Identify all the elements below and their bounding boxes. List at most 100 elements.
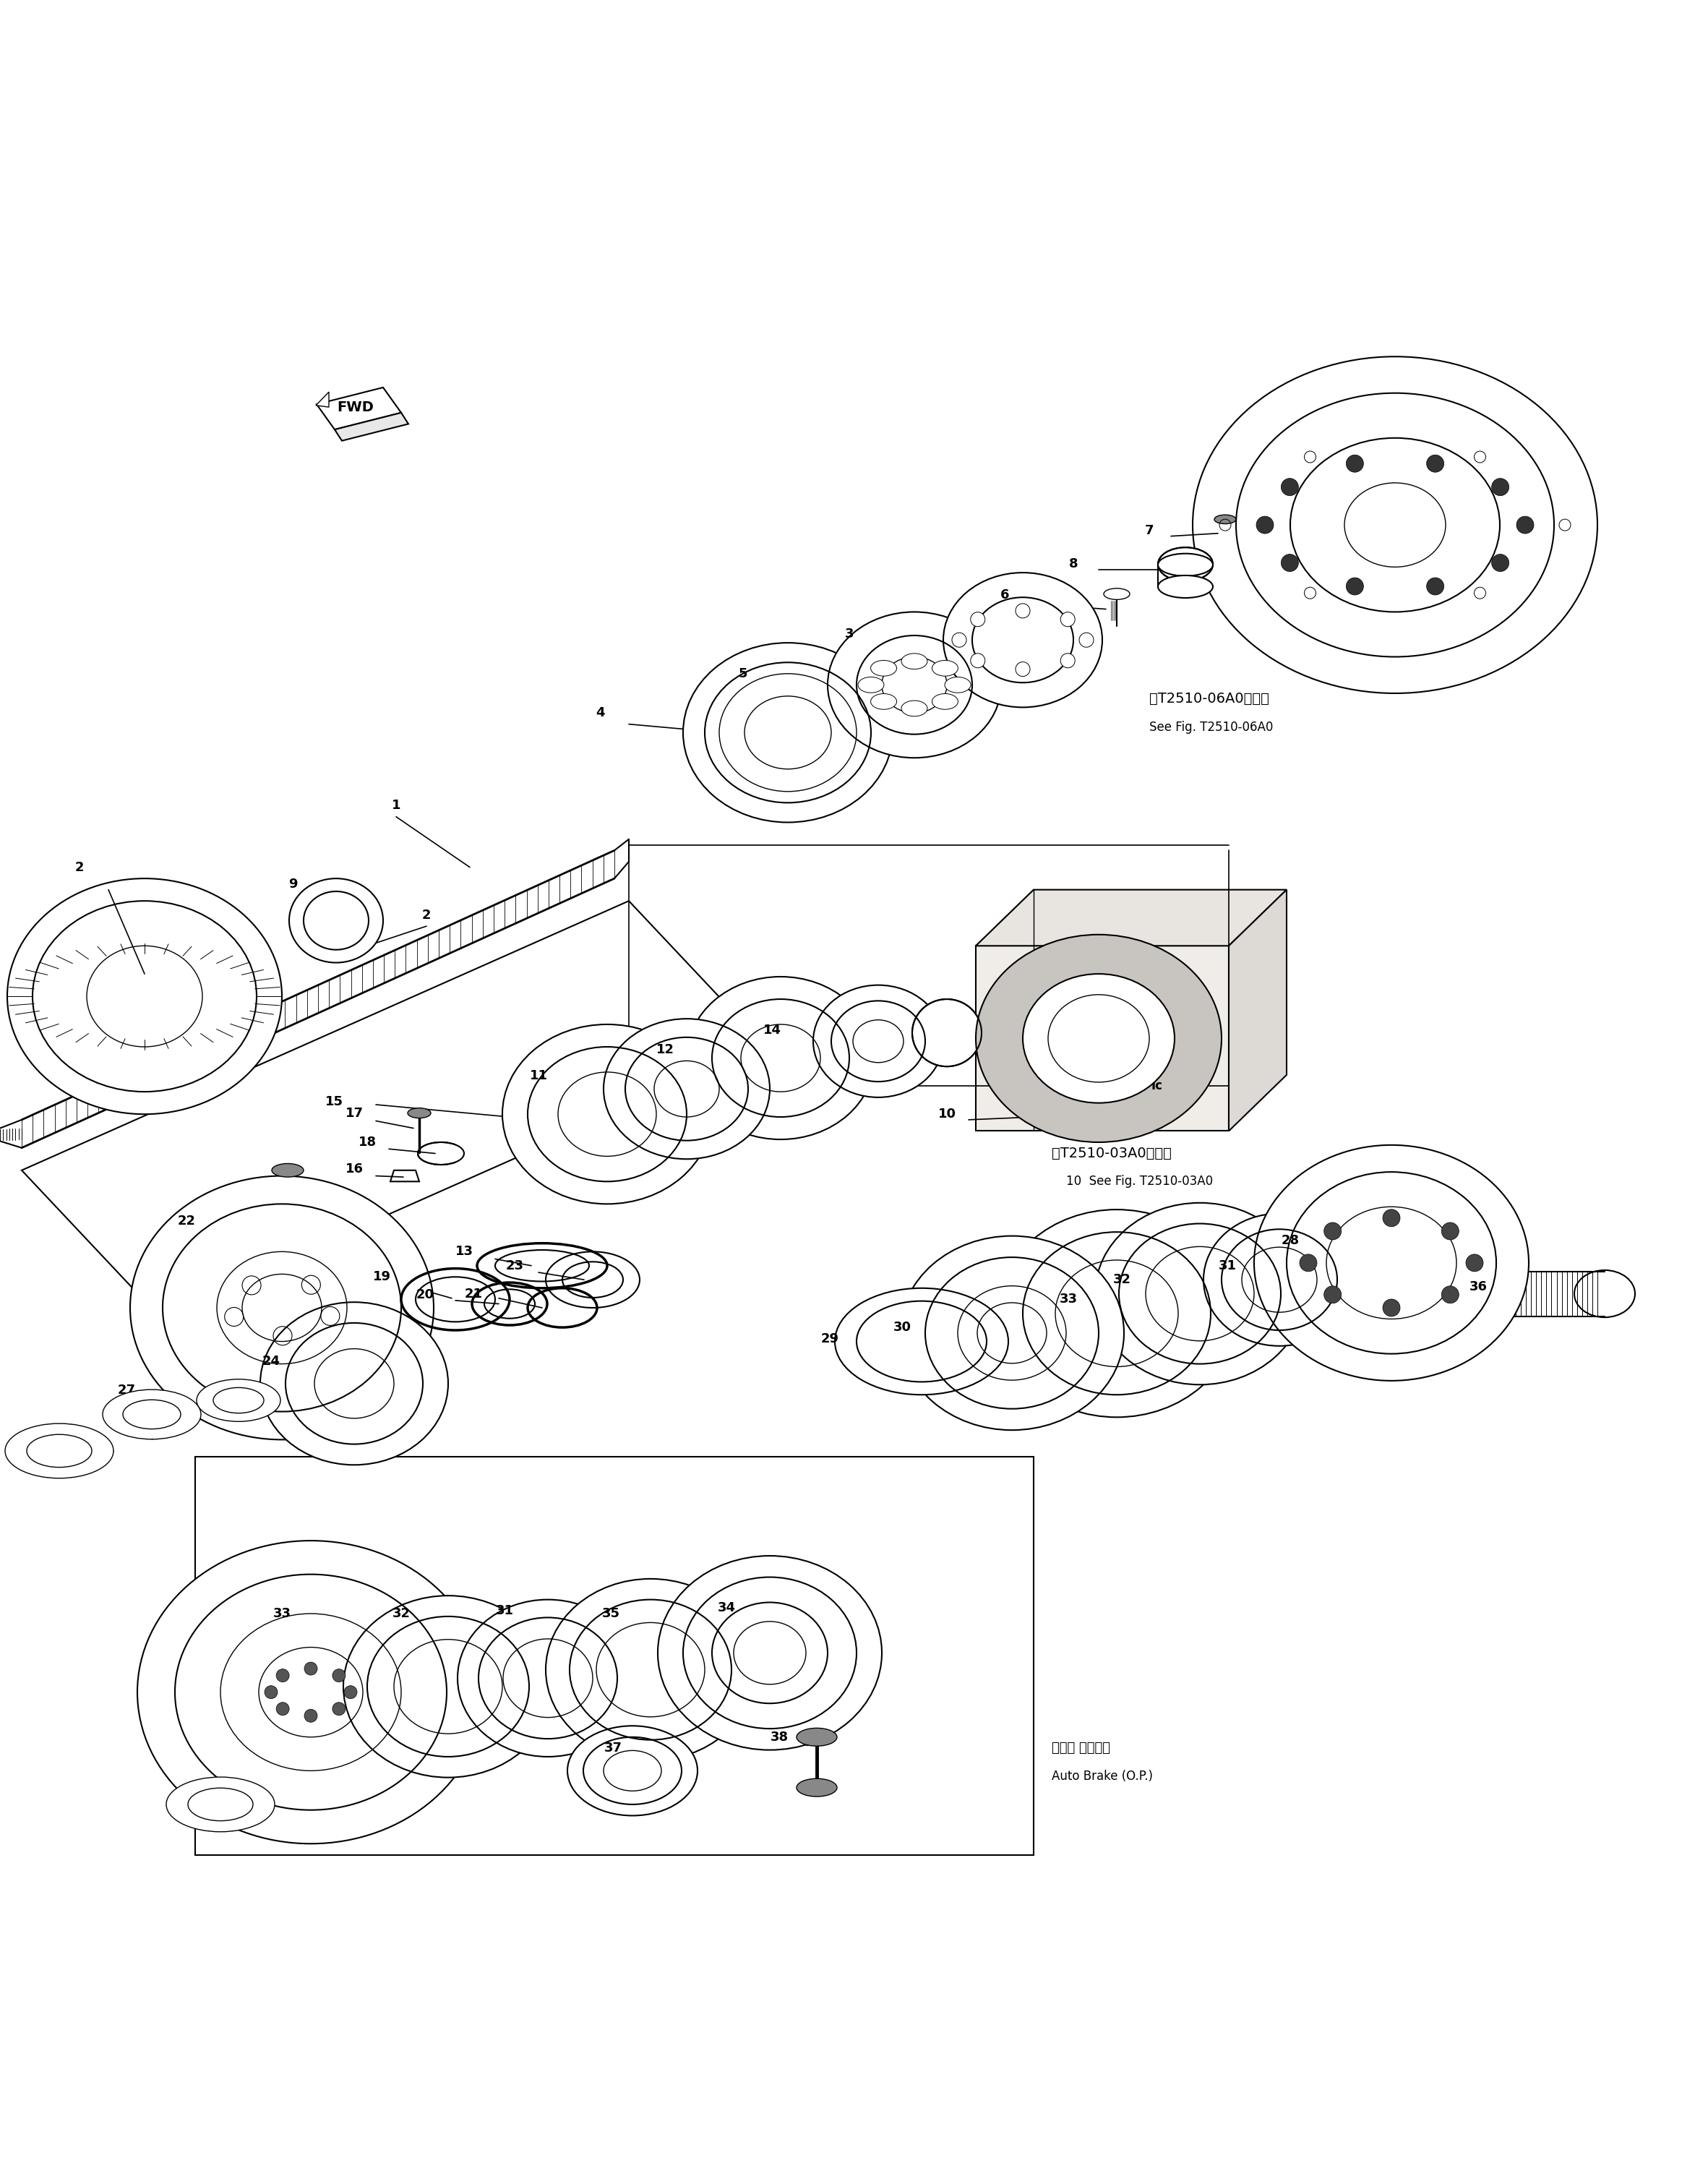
Ellipse shape (27, 1435, 92, 1468)
Text: 37: 37 (603, 1743, 622, 1754)
Ellipse shape (603, 1018, 770, 1160)
Ellipse shape (797, 1728, 837, 1745)
Circle shape (1427, 454, 1444, 472)
Text: 25: 25 (146, 1404, 164, 1417)
Ellipse shape (122, 1400, 181, 1428)
Text: 27: 27 (117, 1385, 136, 1398)
Text: 6: 6 (1000, 587, 1009, 601)
Text: 3: 3 (844, 627, 854, 640)
Text: 13: 13 (454, 1245, 473, 1258)
Ellipse shape (932, 695, 958, 710)
Ellipse shape (944, 572, 1102, 708)
Ellipse shape (683, 642, 893, 823)
Ellipse shape (214, 1387, 264, 1413)
Text: 21: 21 (464, 1286, 483, 1299)
Ellipse shape (408, 1107, 431, 1118)
Ellipse shape (1158, 548, 1214, 581)
Circle shape (305, 1710, 317, 1723)
Text: 16: 16 (346, 1162, 363, 1175)
Circle shape (264, 1686, 278, 1699)
Circle shape (1492, 555, 1509, 572)
Ellipse shape (1022, 974, 1175, 1103)
Ellipse shape (997, 1210, 1236, 1417)
Text: 31: 31 (1219, 1260, 1236, 1273)
Text: 2: 2 (75, 860, 85, 874)
Polygon shape (315, 391, 329, 406)
Circle shape (1427, 577, 1444, 594)
Polygon shape (976, 946, 1229, 1131)
Circle shape (1383, 1299, 1400, 1317)
Circle shape (1324, 1286, 1341, 1304)
Circle shape (332, 1669, 346, 1682)
Circle shape (1324, 1223, 1341, 1241)
Polygon shape (1229, 889, 1287, 1131)
Circle shape (1015, 603, 1031, 618)
Text: 15: 15 (325, 1096, 342, 1107)
Ellipse shape (1095, 1203, 1305, 1385)
Ellipse shape (546, 1579, 756, 1760)
Ellipse shape (502, 1024, 712, 1203)
Text: 17: 17 (346, 1107, 363, 1120)
Ellipse shape (932, 660, 958, 677)
Ellipse shape (900, 1236, 1124, 1431)
Ellipse shape (103, 1389, 202, 1439)
Text: 38: 38 (770, 1730, 788, 1743)
Ellipse shape (261, 1302, 447, 1465)
Text: 8: 8 (1070, 557, 1078, 570)
Text: See Fig. T2510-06A0: See Fig. T2510-06A0 (1149, 721, 1273, 734)
Ellipse shape (568, 1725, 698, 1815)
Text: 10  See Fig. T2510-03A0: 10 See Fig. T2510-03A0 (1066, 1175, 1214, 1188)
Text: 31: 31 (495, 1605, 514, 1618)
Circle shape (276, 1669, 290, 1682)
Text: Ic: Ic (1151, 1079, 1163, 1092)
Ellipse shape (1193, 356, 1597, 692)
Polygon shape (334, 413, 408, 441)
Circle shape (1281, 555, 1298, 572)
Text: 19: 19 (373, 1271, 390, 1284)
Ellipse shape (1158, 553, 1214, 577)
Text: 20: 20 (415, 1289, 434, 1302)
Ellipse shape (871, 695, 897, 710)
Circle shape (1517, 515, 1534, 533)
Ellipse shape (344, 1597, 553, 1778)
Circle shape (1061, 653, 1075, 668)
Text: 1: 1 (392, 799, 400, 812)
Circle shape (971, 612, 985, 627)
Circle shape (1346, 577, 1363, 594)
Ellipse shape (944, 677, 971, 692)
Text: 18: 18 (358, 1136, 376, 1149)
Text: 28: 28 (1281, 1234, 1300, 1247)
Text: 33: 33 (273, 1607, 292, 1621)
Ellipse shape (976, 935, 1222, 1142)
Ellipse shape (166, 1778, 275, 1832)
Text: 29: 29 (820, 1332, 839, 1345)
Circle shape (305, 1662, 317, 1675)
Ellipse shape (814, 985, 944, 1096)
Ellipse shape (271, 1164, 303, 1177)
Ellipse shape (458, 1599, 639, 1756)
Polygon shape (317, 387, 402, 430)
Circle shape (971, 653, 985, 668)
Circle shape (276, 1701, 290, 1714)
Circle shape (332, 1701, 346, 1714)
Ellipse shape (188, 1789, 253, 1821)
Text: 34: 34 (717, 1601, 736, 1614)
Text: 11: 11 (529, 1070, 547, 1083)
Circle shape (1383, 1210, 1400, 1227)
Ellipse shape (797, 1778, 837, 1797)
Ellipse shape (1214, 515, 1236, 524)
Text: 9: 9 (288, 878, 297, 891)
Text: 30: 30 (893, 1321, 912, 1334)
Ellipse shape (131, 1175, 434, 1439)
Polygon shape (976, 889, 1287, 946)
Ellipse shape (836, 1289, 1009, 1396)
Circle shape (1441, 1223, 1459, 1241)
Circle shape (1281, 478, 1298, 496)
Text: 32: 32 (1114, 1273, 1131, 1286)
Ellipse shape (7, 878, 281, 1114)
Ellipse shape (1103, 587, 1131, 601)
Circle shape (1492, 478, 1509, 496)
Circle shape (1441, 1286, 1459, 1304)
Ellipse shape (912, 998, 981, 1066)
Text: 22: 22 (178, 1214, 195, 1227)
